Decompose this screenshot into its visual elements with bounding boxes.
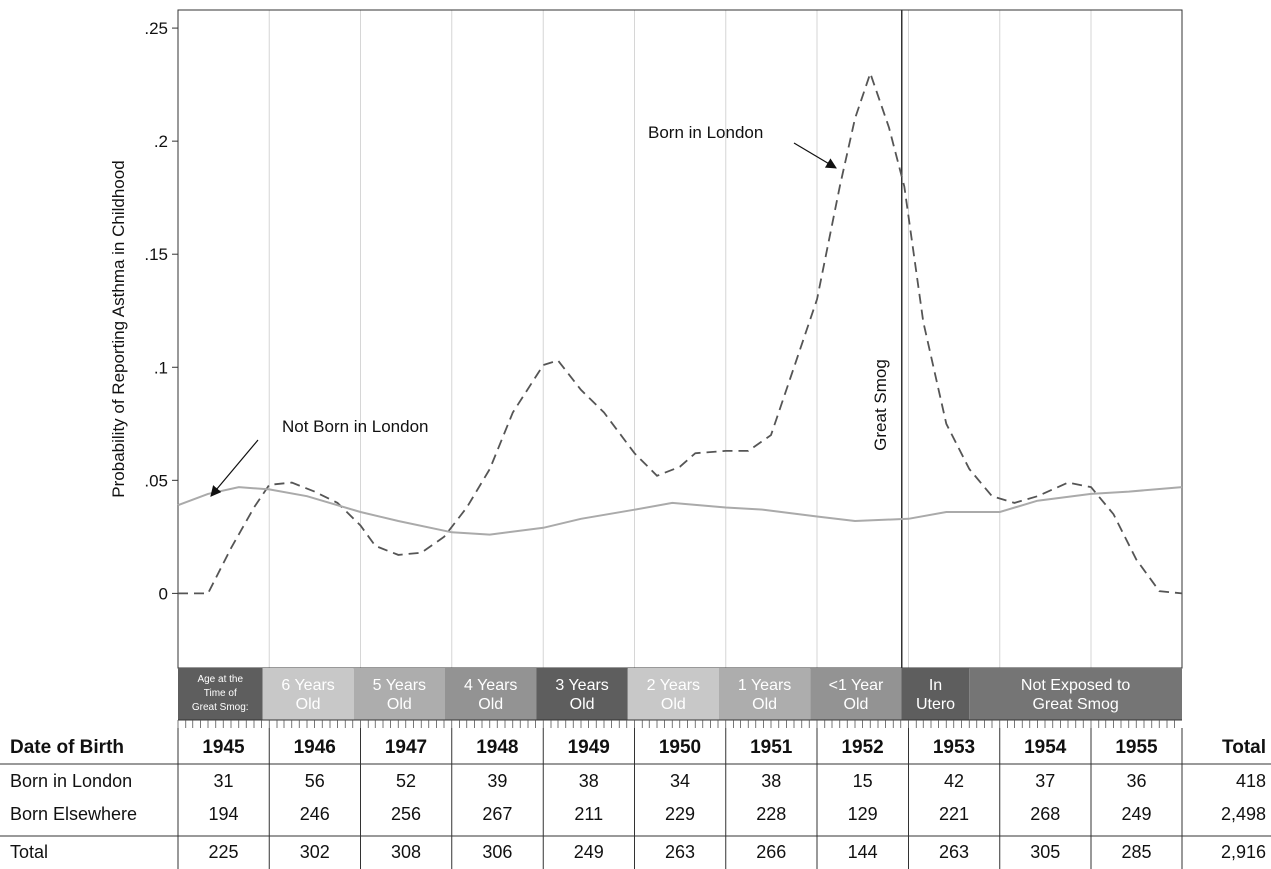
table-cell: 305 [1030, 842, 1060, 862]
table-total-header: Total [1222, 737, 1266, 758]
y-tick-label: .25 [144, 19, 168, 38]
table-year-header: 1945 [202, 737, 245, 758]
table-cell: 42 [944, 771, 964, 791]
table-cell: 144 [848, 842, 878, 862]
age-band-label: 5 Years Old [373, 677, 426, 713]
y-tick-label: .15 [144, 245, 168, 264]
age-band-label: Not Exposed to Great Smog [1021, 677, 1131, 713]
table-cell: 31 [213, 771, 233, 791]
table-year-header: 1955 [1115, 737, 1158, 758]
table-cell: 266 [756, 842, 786, 862]
table-cell: 221 [939, 804, 969, 824]
age-band [969, 668, 1182, 720]
table-year-header: 1954 [1024, 737, 1067, 758]
table-cell: 263 [665, 842, 695, 862]
table-cell: 211 [574, 804, 603, 824]
table-cell: 15 [853, 771, 873, 791]
age-band [262, 668, 354, 720]
annotation-born-in-london: Born in London [648, 123, 763, 142]
age-band-label: <1 Year Old [829, 677, 884, 713]
age-band-label: 1 Years Old [738, 677, 791, 713]
table-cell: 302 [300, 842, 330, 862]
table-cell: 246 [300, 804, 330, 824]
table-cell: 37 [1035, 771, 1055, 791]
table-cell: 228 [756, 804, 786, 824]
birth-table: Date of Birth 1945 1946 1947 1948 1949 1950 195… [0, 728, 1271, 869]
age-band [627, 668, 719, 720]
age-band-title: Age at the Time of Great Smog: [192, 674, 249, 713]
table-cell: 268 [1030, 804, 1060, 824]
table-cell: 229 [665, 804, 695, 824]
table-year-header: 1950 [659, 737, 701, 758]
table-cell: 52 [396, 771, 416, 791]
age-band-label: 3 Years Old [555, 677, 608, 713]
table-cell: 249 [1121, 804, 1151, 824]
table-cell: 256 [391, 804, 421, 824]
table-cell: 249 [574, 842, 604, 862]
table-year-header: 1948 [476, 737, 518, 758]
table-row-label: Born Elsewhere [10, 804, 137, 824]
table-cell: 308 [391, 842, 421, 862]
series-line-not-born-in-london [177, 486, 1183, 536]
y-tick-label: .2 [154, 132, 168, 151]
table-header-label: Date of Birth [10, 737, 124, 758]
table-cell: 267 [482, 804, 512, 824]
table-cell: 39 [487, 771, 507, 791]
series-line-born-in-london [178, 70, 1183, 595]
table-year-header: 1947 [385, 737, 427, 758]
table-cell: 194 [208, 804, 238, 824]
table-cell: 38 [761, 771, 781, 791]
age-band [719, 668, 811, 720]
table-year-header: 1951 [750, 737, 793, 758]
age-bands: Age at the Time of Great Smog: 6 Years Old 5 … [177, 668, 1182, 728]
table-year-header: 1952 [841, 737, 883, 758]
table-row-label: Born in London [10, 771, 132, 791]
age-band-label: 6 Years Old [281, 677, 334, 713]
great-smog-label: Great Smog [871, 359, 890, 451]
age-band [810, 668, 902, 720]
table-year-header: 1953 [933, 737, 975, 758]
table-year-header: 1949 [568, 737, 610, 758]
table-cell: 34 [670, 771, 690, 791]
age-band-label: 2 Years Old [647, 677, 700, 713]
table-cell: 306 [482, 842, 512, 862]
age-band [901, 668, 970, 720]
table-row-total: 2,498 [1221, 804, 1266, 824]
table-row-label: Total [10, 842, 48, 862]
arrow-born-in-london [793, 142, 837, 169]
table-year-header: 1946 [294, 737, 336, 758]
table-row-total: 418 [1236, 771, 1266, 791]
annotation-not-born-in-london: Not Born in London [282, 417, 429, 436]
table-cell: 56 [305, 771, 325, 791]
age-band [353, 668, 445, 720]
age-band [445, 668, 537, 720]
plot-area: 0 .05 .1 .15 .2 .25 Probability of Reporting A… [109, 9, 1183, 720]
y-tick-label: .05 [144, 471, 168, 490]
table-row-total: 2,916 [1221, 842, 1266, 862]
plot-frame [177, 9, 1183, 669]
age-band-title-bg [178, 668, 263, 720]
table-cell: 36 [1126, 771, 1146, 791]
age-band [536, 668, 628, 720]
y-tick-label: .1 [154, 358, 168, 377]
table-cell: 263 [939, 842, 969, 862]
age-band-label: In Utero [916, 677, 955, 713]
y-axis-label: Probability of Reporting Asthma in Child… [109, 160, 128, 497]
table-cell: 129 [848, 804, 878, 824]
y-tick-label: 0 [159, 584, 168, 603]
table-cell: 38 [579, 771, 599, 791]
table-cell: 225 [208, 842, 238, 862]
table-cell: 285 [1121, 842, 1151, 862]
age-band-label: 4 Years Old [464, 677, 517, 713]
arrow-not-born-in-london [210, 439, 259, 497]
